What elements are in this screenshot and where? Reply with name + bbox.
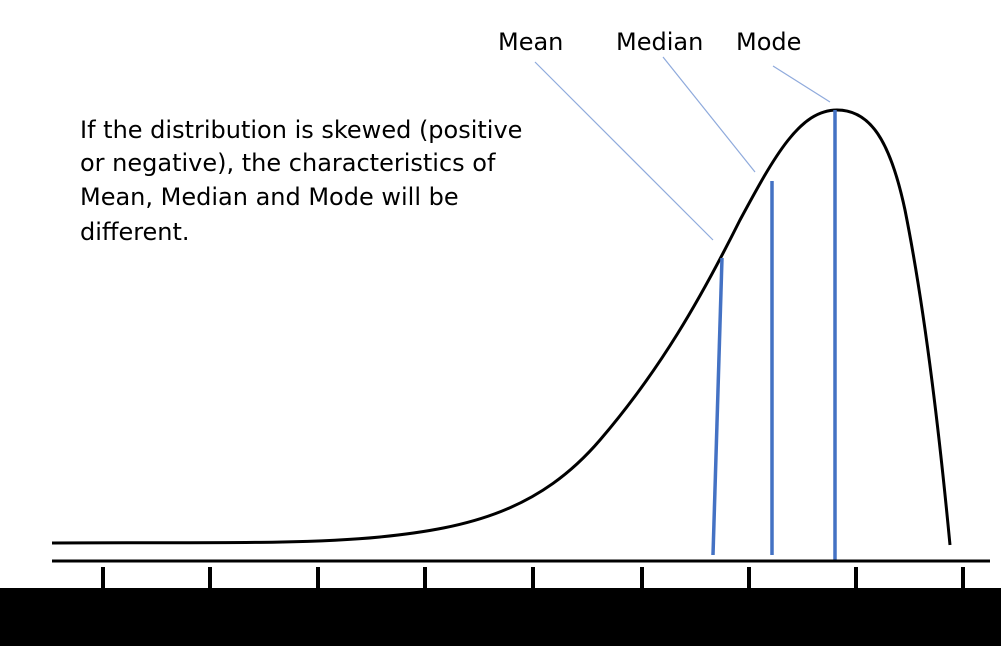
description-block: If the distribution is skewed (positive … xyxy=(80,116,522,246)
mean-label: Mean xyxy=(498,28,563,56)
median-label: Median xyxy=(616,28,703,56)
mean-leader-line xyxy=(534,61,714,241)
description-line-3: Mean, Median and Mode will be xyxy=(80,183,459,211)
canvas-background xyxy=(0,0,1001,588)
description-line-2: or negative), the characteristics of xyxy=(80,149,496,177)
mode-label: Mode xyxy=(736,28,801,56)
description-line-4: different. xyxy=(80,218,190,246)
distribution-curve xyxy=(51,108,952,546)
bottom-band xyxy=(0,588,1001,646)
description-line-1: If the distribution is skewed (positive xyxy=(80,116,522,144)
median-leader-line xyxy=(662,56,756,173)
axis-ticks xyxy=(101,567,965,588)
mean-marker-line xyxy=(711,257,724,556)
mode-leader-line xyxy=(772,65,831,103)
